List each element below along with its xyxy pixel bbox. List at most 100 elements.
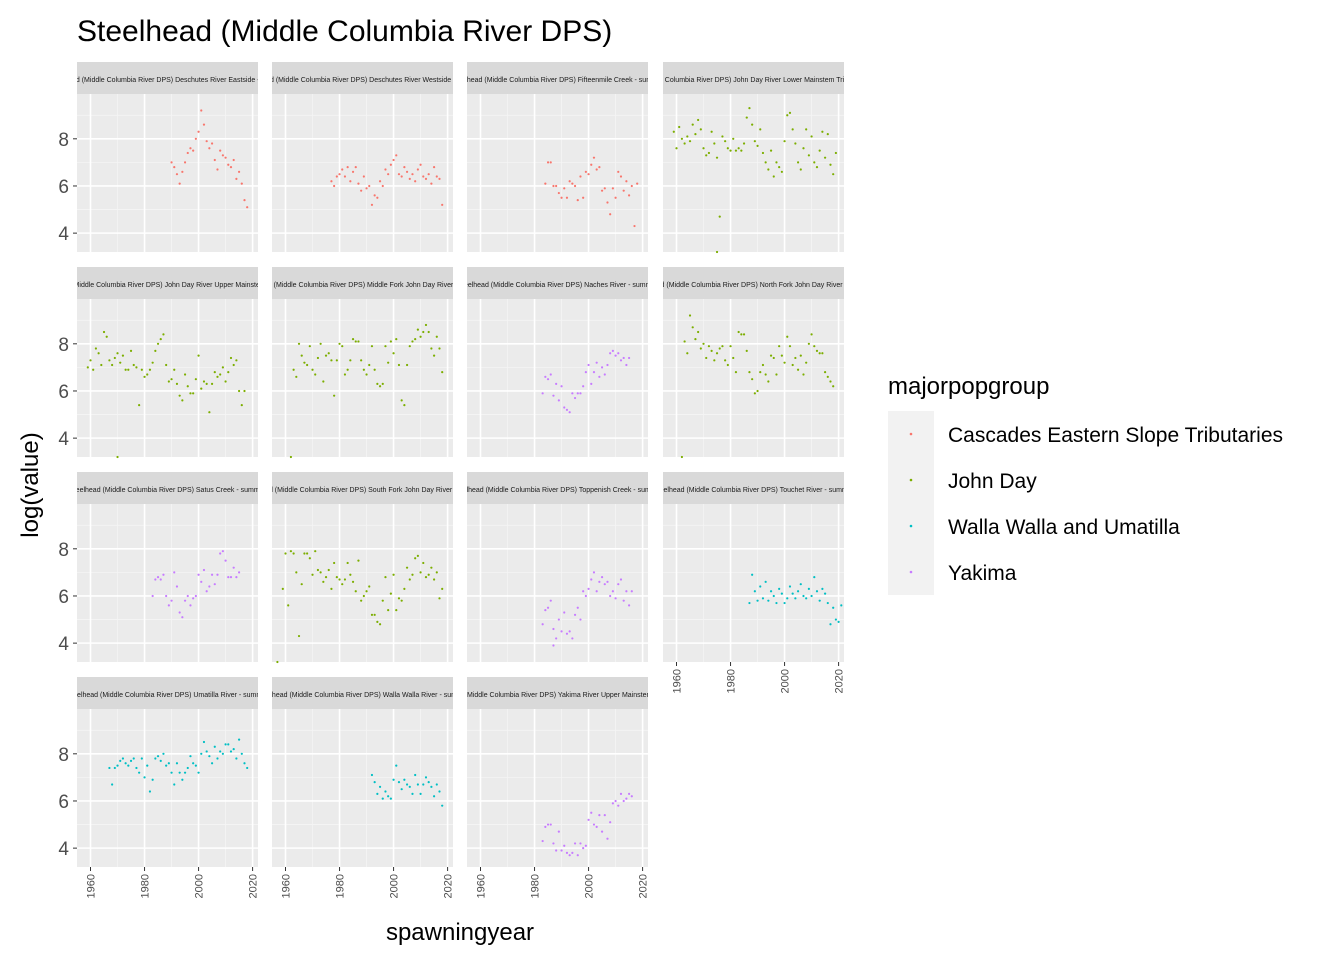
- data-point: [568, 411, 571, 414]
- data-point: [202, 740, 206, 744]
- data-point: [764, 373, 767, 376]
- data-point: [713, 142, 716, 145]
- data-point: [124, 368, 127, 371]
- data-point: [595, 361, 598, 364]
- legend-key-point: [909, 524, 913, 528]
- data-point: [810, 135, 813, 138]
- panel-background: [663, 504, 844, 662]
- data-point: [759, 128, 762, 131]
- data-point: [775, 601, 778, 605]
- data-point: [306, 363, 309, 367]
- data-point: [395, 609, 398, 612]
- data-point: [810, 594, 813, 598]
- data-point: [563, 611, 566, 614]
- data-point: [327, 352, 330, 355]
- data-point: [783, 140, 786, 143]
- data-point: [392, 778, 395, 781]
- data-point: [680, 137, 684, 140]
- data-point: [582, 196, 585, 199]
- data-point: [441, 804, 444, 807]
- data-point: [316, 568, 320, 572]
- data-point: [219, 750, 222, 753]
- data-point: [432, 795, 436, 798]
- data-point: [370, 203, 374, 206]
- data-point: [573, 396, 577, 400]
- facet-panel: Steelhead (Middle Columbia River DPS) To…: [663, 472, 846, 693]
- data-point: [240, 182, 243, 185]
- panel-background: [467, 94, 648, 252]
- data-point: [729, 345, 732, 348]
- data-point: [346, 166, 349, 169]
- panel-background: [77, 299, 258, 457]
- data-point: [183, 373, 187, 376]
- data-point: [213, 371, 216, 374]
- data-point: [732, 356, 735, 360]
- facet-strip: [663, 62, 844, 94]
- facet-strip-label: Steelhead (Middle Columbia River DPS) De…: [242, 77, 483, 84]
- data-point: [373, 781, 376, 784]
- data-point: [573, 613, 577, 616]
- data-point: [422, 330, 425, 334]
- data-point: [202, 123, 206, 126]
- data-point: [414, 557, 417, 560]
- data-point: [210, 573, 214, 576]
- data-point: [373, 613, 376, 616]
- data-point: [821, 352, 824, 355]
- data-point: [549, 599, 552, 602]
- data-point: [802, 594, 805, 598]
- data-point: [424, 177, 428, 180]
- data-point: [427, 330, 430, 334]
- data-point: [292, 368, 295, 371]
- data-point: [724, 359, 727, 362]
- data-point: [688, 140, 692, 143]
- data-point: [751, 573, 754, 576]
- data-point: [721, 135, 724, 138]
- data-point: [587, 818, 590, 821]
- data-point: [726, 363, 729, 367]
- data-point: [707, 151, 711, 155]
- data-point: [568, 630, 571, 633]
- data-point: [769, 590, 773, 593]
- data-point: [376, 792, 379, 795]
- data-point: [823, 156, 827, 159]
- data-point: [592, 823, 596, 826]
- data-point: [349, 180, 352, 183]
- data-point: [619, 792, 623, 795]
- data-point: [235, 576, 238, 579]
- data-point: [351, 580, 355, 583]
- facet-panel: Steelhead (Middle Columbia River DPS) Mi…: [272, 267, 453, 459]
- data-point: [598, 166, 601, 169]
- data-point: [189, 604, 192, 607]
- data-point: [403, 587, 406, 590]
- data-point: [197, 573, 200, 576]
- facet-strip: [467, 267, 648, 299]
- data-point: [546, 823, 550, 826]
- data-point: [173, 368, 176, 371]
- data-point: [767, 599, 770, 602]
- facet-strip: [77, 472, 258, 504]
- data-point: [813, 161, 816, 164]
- data-point: [162, 573, 165, 576]
- data-point: [546, 378, 550, 381]
- data-point: [590, 382, 593, 385]
- data-point: [319, 571, 322, 574]
- data-point: [232, 747, 235, 751]
- data-point: [395, 337, 398, 341]
- data-point: [89, 359, 92, 362]
- data-point: [788, 585, 792, 588]
- data-point: [614, 597, 617, 600]
- y-tick-label: 8: [58, 540, 69, 561]
- x-tick-label: 2020: [638, 874, 650, 898]
- x-tick-label: 1960: [86, 874, 98, 898]
- data-point: [113, 356, 116, 360]
- data-point: [592, 156, 596, 159]
- data-point: [405, 363, 409, 367]
- data-point: [441, 371, 444, 374]
- data-point: [389, 797, 392, 800]
- data-point: [702, 147, 705, 150]
- data-point: [611, 802, 614, 805]
- data-point: [219, 373, 222, 376]
- data-point: [208, 585, 211, 588]
- data-point: [546, 161, 550, 164]
- data-point: [116, 764, 119, 767]
